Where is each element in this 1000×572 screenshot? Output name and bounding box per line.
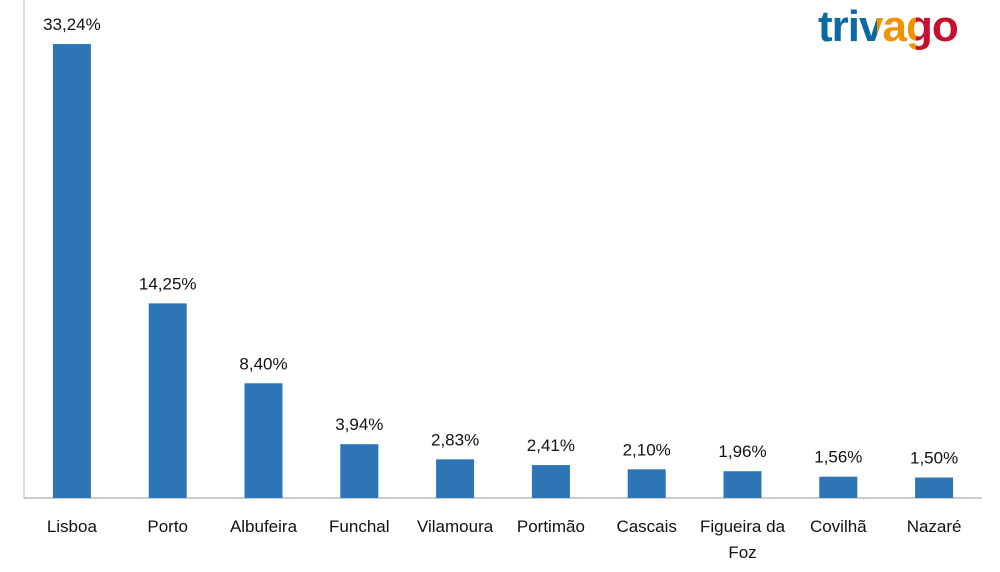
x-tick-label: Porto — [147, 517, 188, 536]
bar — [627, 469, 666, 498]
bar — [148, 303, 187, 498]
value-label: 8,40% — [239, 354, 287, 373]
value-label: 14,25% — [139, 274, 197, 293]
bar — [52, 44, 91, 498]
bar — [436, 459, 475, 498]
value-label: 3,94% — [335, 415, 383, 434]
x-tick-label: Lisboa — [46, 517, 97, 536]
x-tick-label: Albufeira — [229, 517, 298, 536]
x-tick-label: Covilhã — [809, 517, 867, 536]
value-label: 2,83% — [431, 430, 479, 449]
bar — [723, 471, 762, 498]
x-tick-label: Funchal — [329, 517, 390, 536]
value-label: 1,50% — [910, 449, 958, 468]
value-label: 33,24% — [43, 15, 101, 34]
bar — [531, 465, 570, 498]
bar — [915, 477, 954, 498]
x-tick-label: Figueira da Foz — [699, 517, 786, 562]
value-label: 2,10% — [623, 440, 671, 459]
x-tick-label: Nazaré — [906, 517, 962, 536]
bar — [340, 444, 379, 498]
x-tick-label: Portimão — [516, 517, 585, 536]
value-label: 2,41% — [527, 436, 575, 455]
value-label: 1,56% — [814, 448, 862, 467]
x-tick-label: Cascais — [616, 517, 677, 536]
logo: trivago — [818, 2, 959, 51]
bar — [244, 383, 283, 498]
value-label: 1,96% — [718, 442, 766, 461]
x-tick-label: Vilamoura — [416, 517, 494, 536]
bar — [819, 476, 858, 498]
